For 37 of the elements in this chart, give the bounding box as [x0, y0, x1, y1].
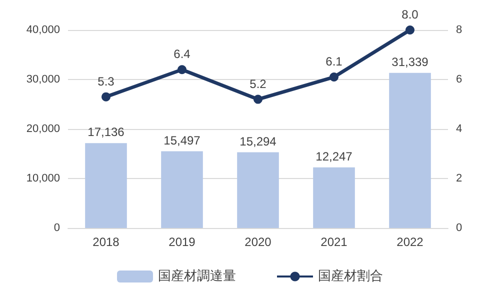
y-tick-label: 0 — [54, 222, 60, 234]
data-label: 31,339 — [392, 54, 429, 69]
bar — [389, 72, 431, 228]
y2-tick-label: 0 — [456, 222, 462, 234]
data-label: 15,497 — [164, 133, 201, 148]
data-label: 12,247 — [316, 149, 353, 164]
point — [406, 26, 414, 34]
x-tick-label: 2021 — [320, 235, 348, 249]
point — [254, 94, 262, 104]
y-tick-label: 30,000 — [26, 74, 60, 86]
y-tick-label: 10,000 — [26, 172, 60, 184]
point — [178, 65, 186, 74]
bar — [237, 152, 279, 228]
legend-label: 国産材調達量 — [158, 268, 236, 284]
y-tick-label: 20,000 — [26, 123, 60, 135]
point — [330, 72, 338, 82]
data-label: 17,136 — [88, 125, 125, 140]
x-tick-label: 2018 — [92, 235, 120, 249]
y2-tick-label: 4 — [456, 123, 462, 135]
point — [102, 92, 110, 102]
data-label: 6.1 — [326, 54, 343, 69]
data-label: 8.0 — [402, 8, 419, 22]
x-tick-label: 2022 — [396, 235, 424, 249]
data-label: 6.4 — [174, 47, 191, 62]
data-label: 5.3 — [98, 74, 115, 88]
y2-tick-label: 2 — [456, 172, 462, 184]
bar — [161, 151, 203, 228]
y2-tick-label: 6 — [456, 74, 462, 86]
y-tick-label: 40,000 — [26, 24, 60, 36]
y2-tick-label: 8 — [456, 24, 462, 36]
bar — [85, 143, 127, 228]
x-tick-label: 2019 — [168, 235, 196, 249]
data-label: 15,294 — [240, 134, 277, 148]
data-label: 5.2 — [250, 76, 267, 91]
x-tick-label: 2020 — [244, 235, 272, 249]
legend-label: 国産材割合 — [318, 268, 383, 284]
bar — [313, 167, 355, 228]
